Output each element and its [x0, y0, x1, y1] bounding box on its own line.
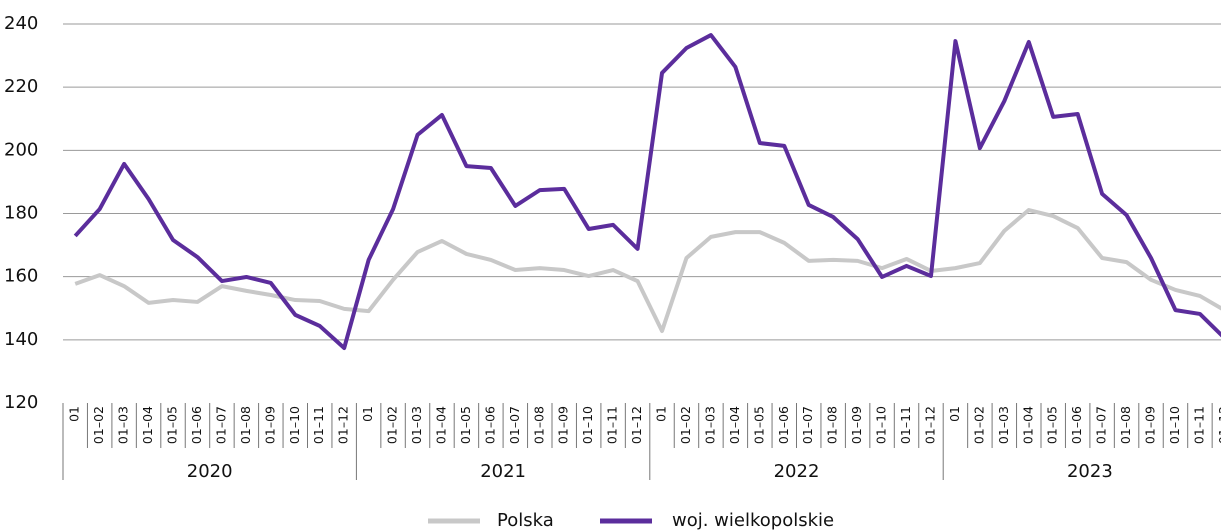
x-tick-label: 01–05 [165, 406, 180, 444]
x-tick-label: 01–06 [482, 406, 497, 444]
x-tick-label: 01–06 [189, 406, 204, 444]
x-tick-label: 01–03 [996, 406, 1011, 444]
x-tick-label: 01–08 [531, 406, 546, 444]
x-tick-label: 01–12 [336, 406, 351, 444]
x-tick-label: 01–10 [580, 406, 595, 444]
x-tick-label: 01–12 [1216, 406, 1221, 444]
x-tick-label: 01–05 [458, 406, 473, 444]
year-label: 2023 [1067, 461, 1113, 482]
x-tick-label: 01–07 [800, 406, 815, 444]
series-line [74, 208, 1221, 333]
legend-label: Polska [497, 510, 554, 531]
x-tick-label: 01–11 [605, 406, 620, 444]
x-tick-label: 01–03 [116, 406, 131, 444]
x-tick-label: 01–11 [1191, 406, 1206, 444]
x-tick-label: 01–04 [727, 406, 742, 444]
x-tick-label: 01 [360, 406, 375, 422]
x-tick-label: 01–02 [385, 406, 400, 444]
x-tick-label: 01–03 [409, 406, 424, 444]
x-tick-label: 01–04 [433, 406, 448, 444]
y-tick-label: 180 [4, 203, 38, 224]
x-tick-label: 01–06 [1069, 406, 1084, 444]
x-tick-label: 01–10 [874, 406, 889, 444]
legend-label: woj. wielkopolskie [672, 510, 834, 531]
x-tick-label: 01–07 [213, 406, 228, 444]
x-tick-label: 01–02 [91, 406, 106, 444]
year-label: 2020 [187, 461, 233, 482]
x-tick-label: 01–11 [311, 406, 326, 444]
x-tick-label: 01–07 [1094, 406, 1109, 444]
x-tick-label: 01 [947, 406, 962, 422]
x-tick-label: 01 [67, 406, 82, 422]
x-tick-label: 01–11 [898, 406, 913, 444]
x-tick-label: 01–02 [678, 406, 693, 444]
x-tick-label: 01–04 [140, 406, 155, 444]
y-tick-label: 200 [4, 139, 38, 160]
x-tick-label: 01–08 [1118, 406, 1133, 444]
year-label: 2022 [774, 461, 820, 482]
x-tick-label: 01–09 [262, 406, 277, 444]
x-tick-label: 01 [654, 406, 669, 422]
x-tick-label: 01–10 [1167, 406, 1182, 444]
y-tick-label: 140 [4, 329, 38, 350]
x-tick-label: 01–03 [702, 406, 717, 444]
x-tick-label: 01–09 [556, 406, 571, 444]
x-tick-label: 01–12 [922, 406, 937, 444]
y-tick-label: 220 [4, 76, 38, 97]
y-tick-label: 120 [4, 392, 38, 413]
x-tick-label: 01–10 [287, 406, 302, 444]
x-tick-label: 01–09 [1143, 406, 1158, 444]
y-tick-label: 160 [4, 266, 38, 287]
x-tick-label: 01–02 [971, 406, 986, 444]
year-label: 2021 [480, 461, 526, 482]
x-tick-label: 01–12 [629, 406, 644, 444]
x-tick-label: 01–05 [1045, 406, 1060, 444]
x-tick-label: 01–08 [238, 406, 253, 444]
x-tick-label: 01–09 [849, 406, 864, 444]
series-line [73, 33, 1221, 351]
x-tick-label: 01–08 [825, 406, 840, 444]
x-tick-label: 01–05 [751, 406, 766, 444]
x-tick-label: 01–06 [776, 406, 791, 444]
x-tick-label: 01–07 [507, 406, 522, 444]
y-tick-label: 240 [4, 13, 38, 34]
x-tick-label: 01–04 [1020, 406, 1035, 444]
